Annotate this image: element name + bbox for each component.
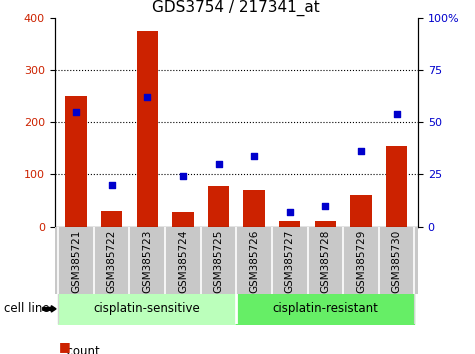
Bar <box>244 190 265 227</box>
Bar <box>172 212 194 227</box>
Point <box>393 111 400 116</box>
Bar <box>351 195 372 227</box>
Text: GSM385726: GSM385726 <box>249 230 259 293</box>
Text: count: count <box>59 345 100 354</box>
Point <box>286 209 294 215</box>
Point <box>322 203 329 209</box>
Text: GSM385729: GSM385729 <box>356 230 366 293</box>
Bar <box>65 96 86 227</box>
Point <box>250 153 258 158</box>
Bar <box>137 31 158 227</box>
Text: cisplatin-resistant: cisplatin-resistant <box>273 302 378 315</box>
Text: GSM385727: GSM385727 <box>285 230 295 293</box>
Text: cisplatin-sensitive: cisplatin-sensitive <box>94 302 200 315</box>
Bar <box>101 211 123 227</box>
Text: GSM385722: GSM385722 <box>106 230 117 293</box>
Point <box>143 94 151 100</box>
Text: GSM385723: GSM385723 <box>142 230 152 293</box>
Text: GSM385725: GSM385725 <box>213 230 224 293</box>
Bar <box>386 145 408 227</box>
Text: GSM385728: GSM385728 <box>320 230 331 293</box>
Text: ■: ■ <box>59 340 71 353</box>
Point <box>215 161 222 167</box>
Bar <box>208 186 229 227</box>
Point <box>179 173 187 179</box>
Text: GSM385724: GSM385724 <box>178 230 188 293</box>
Text: cell line: cell line <box>4 302 50 315</box>
Bar <box>315 221 336 227</box>
Point <box>357 149 365 154</box>
Point <box>72 109 80 115</box>
Text: GSM385721: GSM385721 <box>71 230 81 293</box>
Point <box>108 182 115 188</box>
Text: GSM385730: GSM385730 <box>391 230 402 293</box>
Bar <box>279 221 301 227</box>
Title: GDS3754 / 217341_at: GDS3754 / 217341_at <box>152 0 320 16</box>
